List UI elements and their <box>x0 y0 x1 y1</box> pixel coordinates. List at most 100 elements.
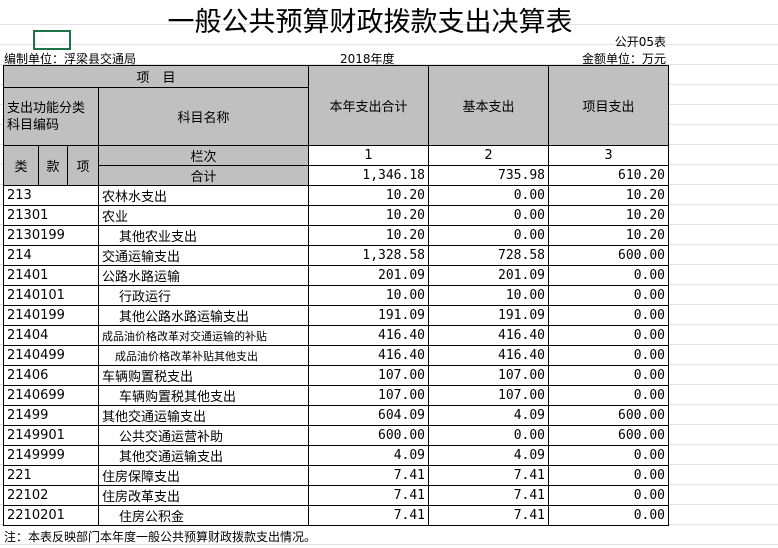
header-total: 本年支出合计 <box>308 65 429 146</box>
row-value: 10.20 <box>548 225 669 246</box>
row-value: 0.00 <box>548 265 669 286</box>
row-value: 0.00 <box>548 445 669 466</box>
col-num: 1 <box>308 145 429 166</box>
col-num: 3 <box>548 145 669 166</box>
row-code: 22102 <box>3 485 99 506</box>
header-sum-label: 合计 <box>98 165 309 186</box>
row-code: 221 <box>3 465 99 486</box>
row-value: 600.00 <box>548 245 669 266</box>
total-value: 1,346.18 <box>308 165 429 186</box>
header-project: 项目支出 <box>548 65 669 146</box>
row-name: 成品油价格改革补贴其他支出 <box>98 345 309 366</box>
row-value: 416.40 <box>428 345 549 366</box>
row-name: 其他交通运输支出 <box>98 445 309 466</box>
row-name: 农林水支出 <box>98 185 309 206</box>
header-kuan: 款 <box>38 145 68 186</box>
row-value: 1,328.58 <box>308 245 429 266</box>
row-value: 10.20 <box>548 205 669 226</box>
row-value: 0.00 <box>428 205 549 226</box>
row-value: 7.41 <box>308 465 429 486</box>
row-value: 107.00 <box>308 365 429 386</box>
row-value: 604.09 <box>308 405 429 426</box>
row-value: 107.00 <box>308 385 429 406</box>
row-value: 7.41 <box>428 485 549 506</box>
header-code: 支出功能分类科目编码 <box>3 87 99 146</box>
header-lei: 类 <box>3 145 39 186</box>
note: 注：本表反映部门本年度一般公共预算财政拨款支出情况。 <box>4 530 317 544</box>
row-value: 4.09 <box>428 445 549 466</box>
row-code: 2130199 <box>3 225 99 246</box>
row-name: 住房改革支出 <box>98 485 309 506</box>
amount-unit: 金额单位：万元 <box>581 52 666 66</box>
row-value: 10.20 <box>548 185 669 206</box>
row-code: 21404 <box>3 325 99 346</box>
row-value: 10.20 <box>308 205 429 226</box>
row-code: 2149901 <box>3 425 99 446</box>
row-name: 行政运行 <box>98 285 309 306</box>
row-value: 191.09 <box>428 305 549 326</box>
row-code: 21499 <box>3 405 99 426</box>
row-name: 交通运输支出 <box>98 245 309 266</box>
row-value: 416.40 <box>308 345 429 366</box>
row-value: 191.09 <box>308 305 429 326</box>
row-name: 成品油价格改革对交通运输的补贴 <box>98 325 309 346</box>
row-name: 其他公路水路运输支出 <box>98 305 309 326</box>
row-name: 其他交通运输支出 <box>98 405 309 426</box>
row-code: 2210201 <box>3 505 99 526</box>
row-value: 107.00 <box>428 365 549 386</box>
row-code: 21401 <box>3 265 99 286</box>
row-value: 0.00 <box>548 485 669 506</box>
header-xiang: 项 <box>67 145 99 186</box>
row-value: 0.00 <box>548 385 669 406</box>
header-name: 科目名称 <box>98 87 309 146</box>
row-value: 0.00 <box>428 225 549 246</box>
row-code: 2140199 <box>3 305 99 326</box>
row-value: 416.40 <box>308 325 429 346</box>
row-value: 107.00 <box>428 385 549 406</box>
row-value: 0.00 <box>548 285 669 306</box>
row-name: 车辆购置税支出 <box>98 365 309 386</box>
row-name: 公路水路运输 <box>98 265 309 286</box>
row-value: 0.00 <box>548 365 669 386</box>
header-item: 项 目 <box>3 65 309 88</box>
row-value: 600.00 <box>548 425 669 446</box>
row-value: 201.09 <box>308 265 429 286</box>
row-name: 车辆购置税其他支出 <box>98 385 309 406</box>
total-value: 735.98 <box>428 165 549 186</box>
row-value: 600.00 <box>548 405 669 426</box>
total-value: 610.20 <box>548 165 669 186</box>
row-code: 213 <box>3 185 99 206</box>
header-basic: 基本支出 <box>428 65 549 146</box>
form-no: 公开05表 <box>614 35 666 49</box>
title: 一般公共预算财政拨款支出决算表 <box>167 7 573 38</box>
row-name: 住房公积金 <box>98 505 309 526</box>
row-value: 10.20 <box>308 225 429 246</box>
row-value: 10.20 <box>308 185 429 206</box>
row-value: 416.40 <box>428 325 549 346</box>
row-value: 0.00 <box>548 465 669 486</box>
row-code: 2140101 <box>3 285 99 306</box>
row-value: 728.58 <box>428 245 549 266</box>
row-value: 10.00 <box>308 285 429 306</box>
row-name: 公共交通运营补助 <box>98 425 309 446</box>
row-value: 0.00 <box>548 325 669 346</box>
header-col-label: 栏次 <box>98 145 309 166</box>
row-name: 农业 <box>98 205 309 226</box>
row-name: 住房保障支出 <box>98 465 309 486</box>
row-value: 4.09 <box>428 405 549 426</box>
row-value: 0.00 <box>548 345 669 366</box>
row-code: 2140499 <box>3 345 99 366</box>
row-value: 10.00 <box>428 285 549 306</box>
row-value: 0.00 <box>428 425 549 446</box>
row-code: 214 <box>3 245 99 266</box>
row-value: 201.09 <box>428 265 549 286</box>
row-code: 2140699 <box>3 385 99 406</box>
row-value: 0.00 <box>548 305 669 326</box>
selected-cell[interactable] <box>33 30 71 50</box>
row-name: 其他农业支出 <box>98 225 309 246</box>
row-value: 7.41 <box>428 465 549 486</box>
unit: 编制单位：浮梁县交通局 <box>4 52 137 66</box>
row-value: 0.00 <box>548 505 669 526</box>
row-value: 7.41 <box>428 505 549 526</box>
